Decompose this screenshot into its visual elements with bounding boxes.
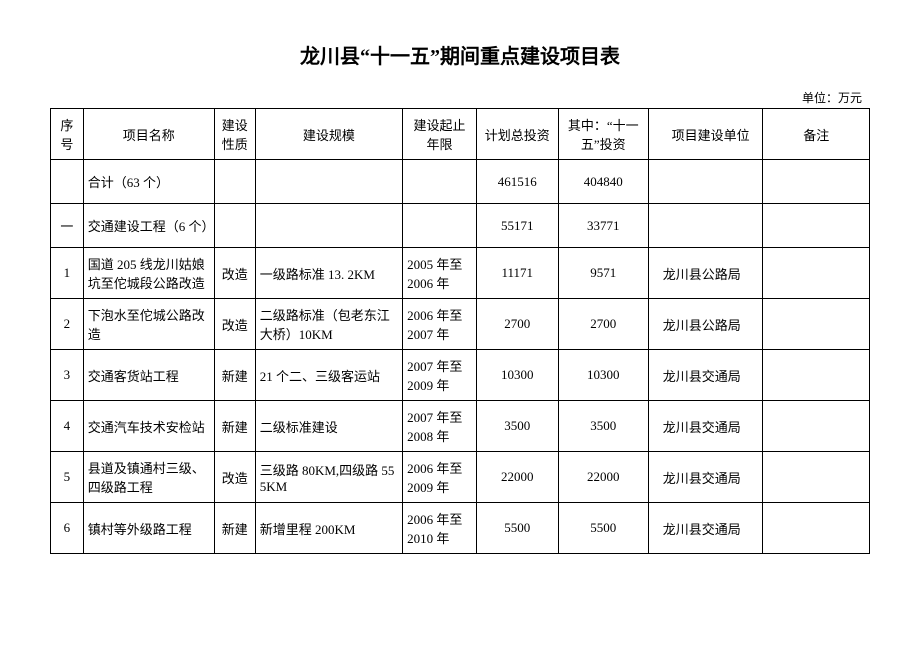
cell <box>648 160 763 204</box>
cell: 县道及镇通村三级、四级路工程 <box>83 452 214 503</box>
cell: 33771 <box>558 204 648 248</box>
cell: 461516 <box>476 160 558 204</box>
cell: 龙川县交通局 <box>648 452 763 503</box>
page-title: 龙川县“十一五”期间重点建设项目表 <box>50 40 870 69</box>
cell: 5500 <box>476 503 558 554</box>
cell: 改造 <box>214 299 255 350</box>
cell <box>763 503 870 554</box>
cell: 404840 <box>558 160 648 204</box>
projects-table: 序号 项目名称 建设性质 建设规模 建设起止年限 计划总投资 其中：“十一五”投… <box>50 108 870 554</box>
cell <box>763 452 870 503</box>
cell: 5 <box>51 452 84 503</box>
col-note: 备注 <box>763 109 870 160</box>
cell <box>763 299 870 350</box>
cell: 3500 <box>558 401 648 452</box>
cell: 2700 <box>558 299 648 350</box>
cell: 镇村等外级路工程 <box>83 503 214 554</box>
cell: 2005 年至 2006 年 <box>403 248 477 299</box>
cell: 2007 年至 2008 年 <box>403 401 477 452</box>
cell: 改造 <box>214 248 255 299</box>
col-scale: 建设规模 <box>255 109 402 160</box>
cell <box>763 248 870 299</box>
cell: 21 个二、三级客运站 <box>255 350 402 401</box>
cell: 龙川县交通局 <box>648 401 763 452</box>
cell: 新建 <box>214 401 255 452</box>
cell: 2007 年至 2009 年 <box>403 350 477 401</box>
cell <box>255 160 402 204</box>
cell: 二级标准建设 <box>255 401 402 452</box>
cell: 三级路 80KM,四级路 555KM <box>255 452 402 503</box>
col-115: 其中：“十一五”投资 <box>558 109 648 160</box>
cell: 二级路标准（包老东江大桥）10KM <box>255 299 402 350</box>
cell: 11171 <box>476 248 558 299</box>
col-total: 计划总投资 <box>476 109 558 160</box>
table-row: 合计（63 个） 461516404840 <box>51 160 870 204</box>
cell <box>763 350 870 401</box>
cell: 2700 <box>476 299 558 350</box>
cell <box>214 204 255 248</box>
cell <box>255 204 402 248</box>
cell: 22000 <box>476 452 558 503</box>
cell: 22000 <box>558 452 648 503</box>
cell: 交通汽车技术安检站 <box>83 401 214 452</box>
cell: 新建 <box>214 350 255 401</box>
table-row: 3交通客货站工程新建21 个二、三级客运站2007 年至 2009 年10300… <box>51 350 870 401</box>
cell <box>51 160 84 204</box>
cell: 6 <box>51 503 84 554</box>
cell: 10300 <box>558 350 648 401</box>
cell: 龙川县交通局 <box>648 503 763 554</box>
cell: 一级路标准 13. 2KM <box>255 248 402 299</box>
cell: 交通客货站工程 <box>83 350 214 401</box>
cell: 4 <box>51 401 84 452</box>
cell: 3500 <box>476 401 558 452</box>
table-row: 4交通汽车技术安检站新建二级标准建设2007 年至 2008 年35003500… <box>51 401 870 452</box>
cell: 新增里程 200KM <box>255 503 402 554</box>
cell: 9571 <box>558 248 648 299</box>
cell: 龙川县公路局 <box>648 299 763 350</box>
cell: 3 <box>51 350 84 401</box>
cell: 10300 <box>476 350 558 401</box>
cell <box>763 204 870 248</box>
table-row: 一交通建设工程（6 个） 5517133771 <box>51 204 870 248</box>
col-type: 建设性质 <box>214 109 255 160</box>
cell <box>763 401 870 452</box>
col-period: 建设起止年限 <box>403 109 477 160</box>
cell: 国道 205 线龙川姑娘坑至佗城段公路改造 <box>83 248 214 299</box>
cell: 交通建设工程（6 个） <box>83 204 214 248</box>
cell: 龙川县交通局 <box>648 350 763 401</box>
cell: 一 <box>51 204 84 248</box>
cell: 1 <box>51 248 84 299</box>
col-unit: 项目建设单位 <box>648 109 763 160</box>
cell: 下泡水至佗城公路改造 <box>83 299 214 350</box>
cell: 2006 年至 2009 年 <box>403 452 477 503</box>
table-row: 2下泡水至佗城公路改造改造二级路标准（包老东江大桥）10KM2006 年至 20… <box>51 299 870 350</box>
table-row: 1国道 205 线龙川姑娘坑至佗城段公路改造改造一级路标准 13. 2KM200… <box>51 248 870 299</box>
header-row: 序号 项目名称 建设性质 建设规模 建设起止年限 计划总投资 其中：“十一五”投… <box>51 109 870 160</box>
cell <box>403 160 477 204</box>
table-body: 合计（63 个） 461516404840 一交通建设工程（6 个） 55171337… <box>51 160 870 554</box>
cell: 2006 年至 2010 年 <box>403 503 477 554</box>
cell: 合计（63 个） <box>83 160 214 204</box>
table-row: 6镇村等外级路工程新建新增里程 200KM2006 年至 2010 年55005… <box>51 503 870 554</box>
unit-label: 单位：万元 <box>50 89 870 106</box>
cell: 55171 <box>476 204 558 248</box>
cell <box>403 204 477 248</box>
cell: 龙川县公路局 <box>648 248 763 299</box>
cell: 新建 <box>214 503 255 554</box>
cell: 2 <box>51 299 84 350</box>
cell: 改造 <box>214 452 255 503</box>
cell: 2006 年至 2007 年 <box>403 299 477 350</box>
cell <box>763 160 870 204</box>
table-row: 5县道及镇通村三级、四级路工程改造三级路 80KM,四级路 555KM2006 … <box>51 452 870 503</box>
col-name: 项目名称 <box>83 109 214 160</box>
cell: 5500 <box>558 503 648 554</box>
col-seq: 序号 <box>51 109 84 160</box>
cell <box>214 160 255 204</box>
cell <box>648 204 763 248</box>
